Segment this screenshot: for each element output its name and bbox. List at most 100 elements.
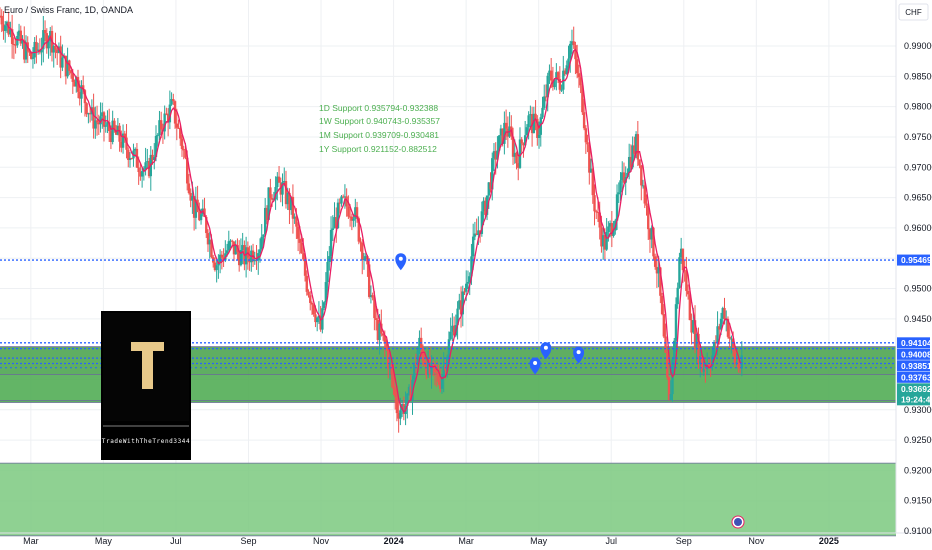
candle-body <box>127 149 130 160</box>
candle-body <box>80 85 83 99</box>
candle-body <box>607 226 610 232</box>
candle-body <box>381 333 385 336</box>
candle-body <box>54 45 57 50</box>
annotation-1y-support: 1Y Support 0.921152-0.882512 <box>319 144 437 154</box>
candle-body <box>123 133 126 138</box>
candle-body <box>598 212 601 228</box>
candle-body <box>329 229 333 257</box>
candle-body <box>258 249 262 254</box>
candle-body <box>487 182 490 196</box>
event-icon[interactable] <box>731 515 745 529</box>
candle-body <box>610 223 614 236</box>
candle-body <box>629 156 633 168</box>
candle-body <box>470 256 473 277</box>
candle-body <box>397 413 400 419</box>
candle-body <box>515 152 518 164</box>
candle-body <box>239 250 243 266</box>
candle-body <box>418 337 421 351</box>
candle-body <box>156 135 159 137</box>
map-pin-icon[interactable] <box>395 253 407 271</box>
candle-body <box>151 154 154 160</box>
candle-body <box>667 377 671 400</box>
candle-body <box>253 259 256 262</box>
candle-body <box>106 122 109 126</box>
candle-body <box>589 168 593 173</box>
badge-price-text: 0.94008 <box>901 349 932 359</box>
candle-body <box>577 73 581 78</box>
time-tick-label: May <box>95 536 113 546</box>
candle-body <box>534 113 537 119</box>
candle-body <box>681 248 685 271</box>
candle-body <box>582 112 586 129</box>
candle-body <box>591 168 594 196</box>
candle-body <box>139 172 142 177</box>
candle-body <box>622 172 626 183</box>
candle-body <box>704 368 707 370</box>
candle-body <box>314 314 317 323</box>
candle-body <box>319 315 322 330</box>
candle-body <box>728 336 731 339</box>
candle-body <box>544 96 548 98</box>
candle-body <box>343 196 347 198</box>
candle-body <box>520 139 523 144</box>
map-pin-icon[interactable] <box>529 357 541 375</box>
candle-body <box>718 326 721 330</box>
candle-body <box>537 134 541 138</box>
annotation-1w-support: 1W Support 0.940743-0.935357 <box>319 116 440 126</box>
candle-body <box>305 275 308 292</box>
candle-body <box>307 291 310 296</box>
candle-body <box>267 187 270 220</box>
candle-body <box>669 394 672 400</box>
candle-body <box>135 148 139 168</box>
candle-body <box>423 360 426 365</box>
candle-body <box>361 242 364 260</box>
candle-body <box>395 396 399 414</box>
time-axis[interactable]: Mar May Jul Sep Nov 2024 Mar May Jul Sep Nov 2025 <box>23 536 839 546</box>
candle-body <box>367 264 371 297</box>
candle-body <box>95 120 99 123</box>
candle-body <box>414 363 418 365</box>
map-pin-icon[interactable] <box>573 346 585 364</box>
candle-body <box>615 194 619 221</box>
candle-body <box>492 151 496 159</box>
price-tick-label: 0.91000 <box>904 526 932 536</box>
candle-body <box>237 252 241 266</box>
candle-body <box>532 113 536 134</box>
candle-body <box>262 234 265 237</box>
candle-body <box>647 205 650 230</box>
candle-body <box>357 218 360 242</box>
candle-body <box>712 342 716 356</box>
candle-body <box>158 120 161 136</box>
candle-body <box>633 145 636 154</box>
candle-body <box>525 127 529 136</box>
candle-body <box>265 207 269 220</box>
candle-body <box>364 256 367 260</box>
map-pin-icon[interactable] <box>540 342 552 360</box>
candle-body <box>690 320 693 333</box>
candle-body <box>593 195 596 212</box>
currency-box[interactable] <box>898 3 929 21</box>
candle-body <box>440 377 444 389</box>
candle-body <box>421 348 425 361</box>
candle-body <box>241 245 244 251</box>
candle-body <box>335 217 338 229</box>
candle-body <box>75 77 78 87</box>
candle-body <box>452 325 456 336</box>
time-tick-label: Sep <box>240 536 256 546</box>
candle-body <box>295 216 298 227</box>
candle-body <box>433 365 437 373</box>
candle-body <box>373 297 376 319</box>
candle-body <box>529 114 532 116</box>
candle-body <box>269 187 272 199</box>
candle-body <box>463 291 466 293</box>
candle-body <box>393 388 397 397</box>
candle-body <box>16 35 19 46</box>
candle-body <box>284 181 288 205</box>
